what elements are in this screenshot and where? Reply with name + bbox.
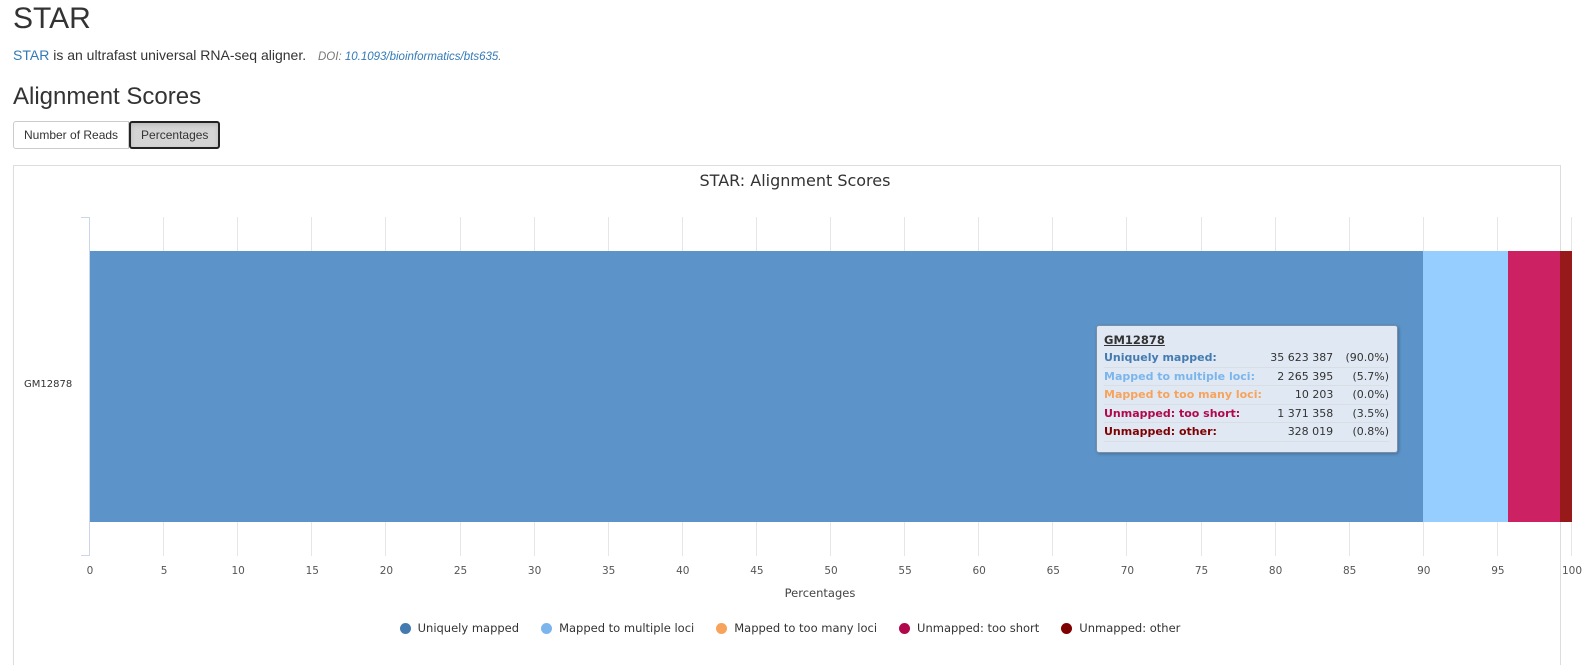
y-category-label: GM12878 xyxy=(24,379,72,390)
x-tick-label: 50 xyxy=(824,565,837,577)
x-tick-label: 40 xyxy=(676,565,689,577)
module-intro: STAR is an ultrafast universal RNA-seq a… xyxy=(13,47,501,63)
chart-legend: Uniquely mapped Mapped to multiple loci … xyxy=(0,621,1580,635)
tooltip-row: Unmapped: other:328 019(0.8%) xyxy=(1104,423,1389,442)
x-tick-label: 85 xyxy=(1343,565,1356,577)
tooltip-row-label: Uniquely mapped: xyxy=(1104,349,1258,367)
percentages-button[interactable]: Percentages xyxy=(129,121,220,149)
tooltip-row-value: 35 623 387 xyxy=(1258,349,1333,367)
number-of-reads-button[interactable]: Number of Reads xyxy=(13,121,129,149)
chart-title: STAR: Alignment Scores xyxy=(0,171,1590,190)
chart-tooltip: GM12878 Uniquely mapped:35 623 387(90.0%… xyxy=(1096,325,1398,453)
x-tick-label: 25 xyxy=(454,565,467,577)
tooltip-row-label: Mapped to multiple loci: xyxy=(1104,368,1258,386)
x-tick-label: 0 xyxy=(87,565,94,577)
tooltip-row-percent: (5.7%) xyxy=(1333,368,1389,386)
tooltip-row: Mapped to too many loci:10 203(0.0%) xyxy=(1104,386,1389,405)
legend-item-too-many-loci[interactable]: Mapped to too many loci xyxy=(716,621,877,635)
x-tick-label: 10 xyxy=(232,565,245,577)
x-tick-label: 80 xyxy=(1269,565,1282,577)
intro-text: is an ultrafast universal RNA-seq aligne… xyxy=(49,47,306,63)
legend-dot-icon xyxy=(899,623,910,634)
tooltip-row: Unmapped: too short:1 371 358(3.5%) xyxy=(1104,405,1389,424)
tooltip-row-value: 328 019 xyxy=(1258,423,1333,441)
bar-segment-too-short[interactable] xyxy=(1508,251,1559,522)
x-tick-label: 20 xyxy=(380,565,393,577)
legend-item-multiple-loci[interactable]: Mapped to multiple loci xyxy=(541,621,694,635)
x-tick-label: 45 xyxy=(750,565,763,577)
legend-dot-icon xyxy=(716,623,727,634)
x-tick-label: 65 xyxy=(1047,565,1060,577)
tooltip-sample-name: GM12878 xyxy=(1104,333,1389,347)
section-title: Alignment Scores xyxy=(13,83,201,111)
tooltip-row-percent: (0.8%) xyxy=(1333,423,1389,441)
star-link[interactable]: STAR xyxy=(13,47,49,63)
x-tick-label: 100 xyxy=(1562,565,1582,577)
x-tick-label: 30 xyxy=(528,565,541,577)
legend-dot-icon xyxy=(400,623,411,634)
page-title: STAR xyxy=(13,2,91,36)
x-tick-label: 55 xyxy=(898,565,911,577)
x-tick-label: 70 xyxy=(1121,565,1134,577)
y-axis-tick xyxy=(81,555,90,556)
tooltip-row-value: 10 203 xyxy=(1259,386,1333,404)
x-tick-label: 95 xyxy=(1491,565,1504,577)
tooltip-row-label: Mapped to too many loci: xyxy=(1104,386,1259,404)
tooltip-row-percent: (3.5%) xyxy=(1333,405,1389,423)
tooltip-row: Mapped to multiple loci:2 265 395(5.7%) xyxy=(1104,368,1389,387)
tooltip-row-value: 1 371 358 xyxy=(1258,405,1333,423)
bar-segment-multiple-loci[interactable] xyxy=(1423,251,1508,522)
legend-dot-icon xyxy=(1061,623,1072,634)
y-axis-tick xyxy=(81,217,90,218)
x-tick-label: 5 xyxy=(161,565,168,577)
tooltip-row-percent: (0.0%) xyxy=(1333,386,1389,404)
legend-item-uniquely-mapped[interactable]: Uniquely mapped xyxy=(400,621,519,635)
plot-toggle-group: Number of Reads Percentages xyxy=(13,121,220,149)
legend-dot-icon xyxy=(541,623,552,634)
x-axis-title: Percentages xyxy=(0,586,1590,600)
x-tick-label: 90 xyxy=(1417,565,1430,577)
doi-link[interactable]: 10.1093/bioinformatics/bts635 xyxy=(345,51,498,63)
bar-segment-other[interactable] xyxy=(1560,251,1572,522)
x-tick-label: 15 xyxy=(306,565,319,577)
x-tick-label: 35 xyxy=(602,565,615,577)
x-tick-label: 75 xyxy=(1195,565,1208,577)
tooltip-row-percent: (90.0%) xyxy=(1333,349,1389,367)
legend-item-other[interactable]: Unmapped: other xyxy=(1061,621,1180,635)
legend-item-too-short[interactable]: Unmapped: too short xyxy=(899,621,1039,635)
doi: DOI: 10.1093/bioinformatics/bts635. xyxy=(318,51,501,63)
tooltip-row: Uniquely mapped:35 623 387(90.0%) xyxy=(1104,349,1389,368)
x-tick-label: 60 xyxy=(973,565,986,577)
tooltip-row-label: Unmapped: other: xyxy=(1104,423,1258,441)
tooltip-row-label: Unmapped: too short: xyxy=(1104,405,1258,423)
tooltip-row-value: 2 265 395 xyxy=(1258,368,1333,386)
